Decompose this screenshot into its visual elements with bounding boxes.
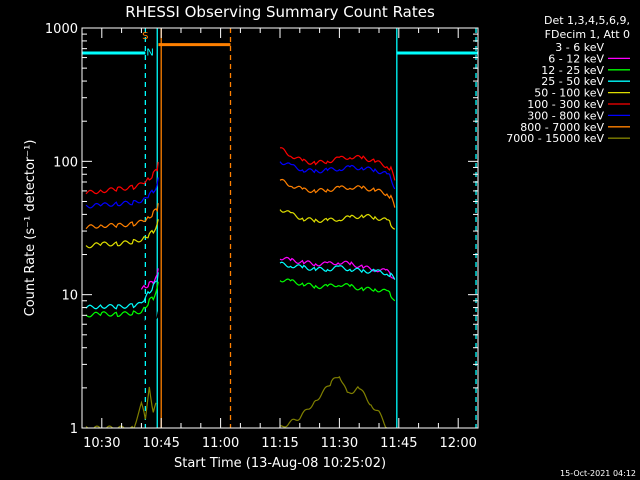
legend-entry-label: 100 - 300 keV xyxy=(527,98,604,111)
series-line-7 xyxy=(85,178,396,230)
series-line-5 xyxy=(85,147,396,195)
legend-header-1: FDecim 1, Att 0 xyxy=(545,28,630,41)
series-line-8 xyxy=(85,376,388,428)
plot-frame xyxy=(81,27,479,429)
series-line-0 xyxy=(141,292,396,326)
legend-entry-label: 300 - 800 keV xyxy=(527,109,604,122)
series-line-4 xyxy=(85,209,396,249)
x-tick-label: 11:45 xyxy=(380,436,417,451)
y-tick-label: 1 xyxy=(70,422,78,437)
plot-area xyxy=(82,28,478,428)
legend-entry-label: 6 - 12 keV xyxy=(548,52,604,65)
x-tick-label: 12:00 xyxy=(439,436,476,451)
series-line-3 xyxy=(85,261,396,310)
legend-entry-label: 7000 - 15000 keV xyxy=(506,132,604,145)
x-axis-label: Start Time (13-Aug-08 10:25:02) xyxy=(174,456,386,471)
y-tick-label: 100 xyxy=(53,155,78,170)
chart-title: RHESSI Observing Summary Count Rates xyxy=(125,3,435,21)
x-tick-label: 11:30 xyxy=(321,436,358,451)
legend-entry-label: 12 - 25 keV xyxy=(541,64,604,77)
series-line-6 xyxy=(85,161,396,209)
flag-label-0: S xyxy=(142,31,148,42)
x-tick-label: 11:15 xyxy=(261,436,298,451)
legend-entry-label: 800 - 7000 keV xyxy=(520,121,604,134)
legend-entry-label: 3 - 6 keV xyxy=(555,41,604,54)
legend: Det 1,3,4,5,6,9,FDecim 1, Att 03 - 6 keV… xyxy=(506,14,630,145)
flag-label-1: N xyxy=(146,48,153,59)
x-tick-label: 11:00 xyxy=(202,436,239,451)
legend-header-0: Det 1,3,4,5,6,9, xyxy=(544,14,630,27)
footer-timestamp: 15-Oct-2021 04:12 xyxy=(560,469,636,478)
x-tick-label: 10:30 xyxy=(83,436,120,451)
y-tick-label: 10 xyxy=(61,289,78,304)
y-tick-label: 1000 xyxy=(45,22,78,37)
series-line-2 xyxy=(85,278,396,318)
x-tick-label: 10:45 xyxy=(142,436,179,451)
legend-entry-label: 25 - 50 keV xyxy=(541,75,604,88)
y-axis-label: Count Rate (s⁻¹ detector⁻¹) xyxy=(23,140,38,317)
series-line-1 xyxy=(140,256,396,290)
legend-entry-label: 50 - 100 keV xyxy=(534,87,604,100)
